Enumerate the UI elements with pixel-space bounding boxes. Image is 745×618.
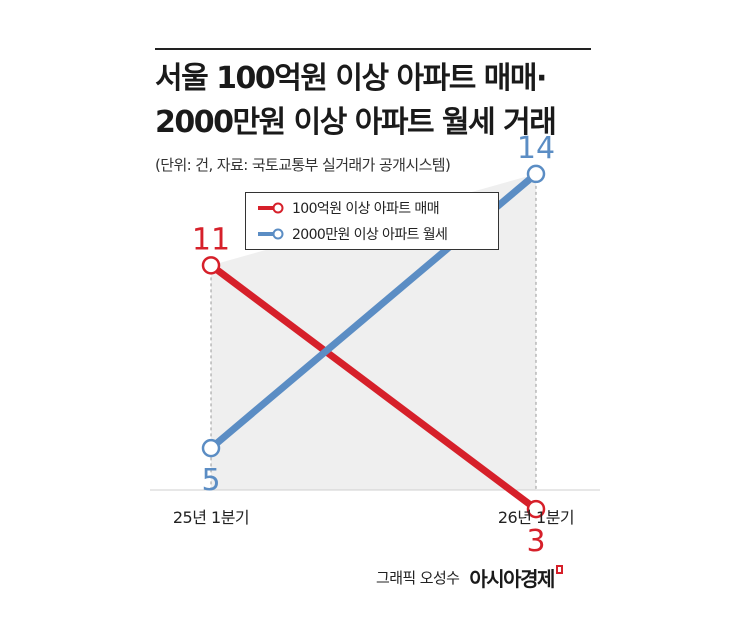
data-label: 11: [192, 222, 230, 257]
data-label: 5: [201, 463, 220, 498]
shaded-region: [211, 173, 536, 490]
chart-title-line1: 서울 100억원 이상 아파트 매매·: [155, 61, 547, 96]
data-label: 3: [526, 524, 545, 559]
data-point: [526, 499, 546, 519]
data-point: [526, 164, 546, 184]
credit-text: 그래픽 오성수: [376, 569, 460, 587]
series-line-0: [208, 262, 539, 512]
legend-label-sales: 100억원 이상 아파트 매매: [292, 201, 440, 217]
credit: 그래픽 오성수 아시아경제: [376, 563, 563, 592]
legend-swatch-rent: [258, 228, 284, 240]
data-point: [201, 256, 221, 275]
chart-subtitle: (단위: 건, 자료: 국토교통부 실거래가 공개시스템): [155, 156, 451, 174]
data-point: [201, 438, 221, 458]
logo-mark-icon: [555, 565, 563, 574]
legend-swatch-sales: [258, 202, 284, 214]
chart-title-line2: 2000만원 이상 아파트 월세 거래: [155, 105, 557, 140]
data-label: 14: [517, 131, 555, 166]
legend-label-rent: 2000만원 이상 아파트 월세: [292, 227, 448, 243]
publisher-logo: 아시아경제: [469, 567, 555, 591]
x-tick-label: 25년 1분기: [173, 508, 249, 527]
legend-item-sales: 100억원 이상 아파트 매매: [256, 198, 440, 218]
top-rule: [155, 48, 591, 50]
legend: 100억원 이상 아파트 매매 2000만원 이상 아파트 월세: [245, 192, 499, 250]
x-tick-label: 26년 1분기: [498, 508, 574, 527]
legend-item-rent: 2000만원 이상 아파트 월세: [256, 224, 448, 244]
